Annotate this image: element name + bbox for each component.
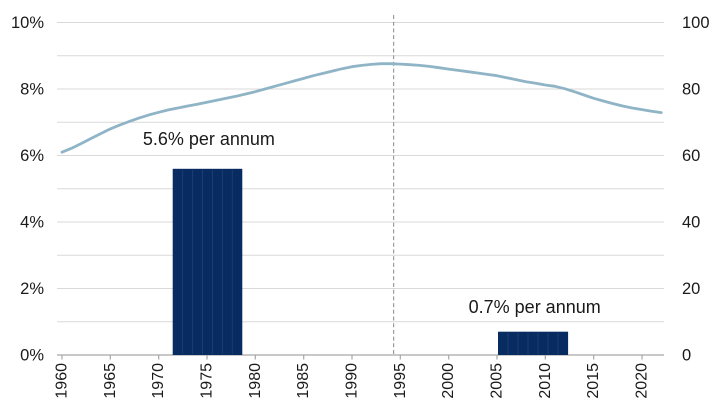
x-tick-label: 2010 [537,363,554,399]
x-tick-label: 1985 [295,363,312,399]
bar-annotation: 0.7% per annum [469,297,601,317]
left-axis-tick-label: 10% [11,14,44,32]
x-tick-label: 2020 [634,363,651,399]
x-tick-label: 1995 [392,363,409,399]
left-axis-tick-label: 2% [20,280,44,298]
bar-period [498,331,569,355]
x-tick-label: 1990 [344,363,361,399]
left-axis-tick-label: 6% [20,147,44,165]
left-axis-tick-label: 8% [20,81,44,99]
x-tick-label: 2005 [489,363,506,399]
right-axis-tick-label: 20 [682,280,700,298]
bar-annotation: 5.6% per annum [143,129,275,149]
right-axis-tick-label: 100 [682,14,710,32]
x-tick-label: 2000 [440,363,457,399]
x-tick-label: 1975 [199,363,216,399]
x-tick-label: 1980 [247,363,264,399]
left-axis-tick-label: 0% [20,347,44,365]
right-axis-tick-label: 40 [682,214,700,232]
x-tick-label: 1960 [54,363,71,399]
x-tick-label: 1965 [102,363,119,399]
bar-period [172,168,243,355]
right-axis-tick-label: 60 [682,147,700,165]
right-axis-tick-label: 0 [682,347,691,365]
left-axis-tick-label: 4% [20,214,44,232]
trend-line [60,62,663,154]
right-axis-tick-label: 80 [682,81,700,99]
x-tick-label: 1970 [150,363,167,399]
x-tick-label: 2015 [585,363,602,399]
